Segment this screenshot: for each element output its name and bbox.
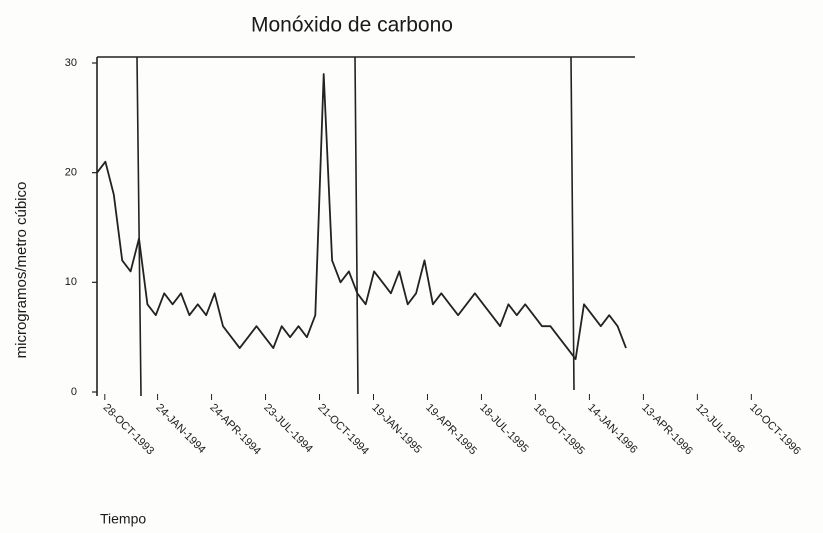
x-tick-label: 19-JAN-1995 — [369, 402, 423, 456]
x-tick-label: 24-APR-1994 — [207, 402, 263, 458]
x-tick-label: 19-APR-1995 — [423, 402, 479, 458]
x-tick-label: 23-JUL-1994 — [261, 402, 314, 455]
y-tick-label: 20 — [65, 167, 77, 179]
x-tick-label: 18-JUL-1995 — [477, 402, 530, 455]
y-tick-label: 10 — [65, 276, 77, 288]
divider — [354, 56, 359, 395]
data-line — [96, 73, 627, 360]
x-tick-label: 10-OCT-1996 — [747, 402, 803, 458]
x-tick-label: 12-JUL-1996 — [693, 402, 746, 455]
divider — [570, 56, 575, 391]
x-tick-label: 16-OCT-1995 — [531, 402, 587, 458]
x-axis-label: Tiempo — [100, 511, 146, 527]
y-axis-label: microgramos/metro cúbico — [13, 182, 30, 359]
chart-title: Monóxido de carbono — [251, 14, 453, 37]
x-tick-label: 13-APR-1996 — [639, 402, 695, 458]
y-tick-label: 30 — [65, 57, 77, 69]
x-tick-label: 21-OCT-1994 — [315, 402, 371, 458]
y-tick-label: 0 — [71, 386, 77, 398]
x-tick-label: 24-JAN-1994 — [153, 402, 207, 456]
divider — [136, 56, 142, 397]
x-tick-label: 14-JAN-1996 — [585, 402, 639, 456]
x-tick-label: 28-OCT-1993 — [101, 402, 157, 458]
